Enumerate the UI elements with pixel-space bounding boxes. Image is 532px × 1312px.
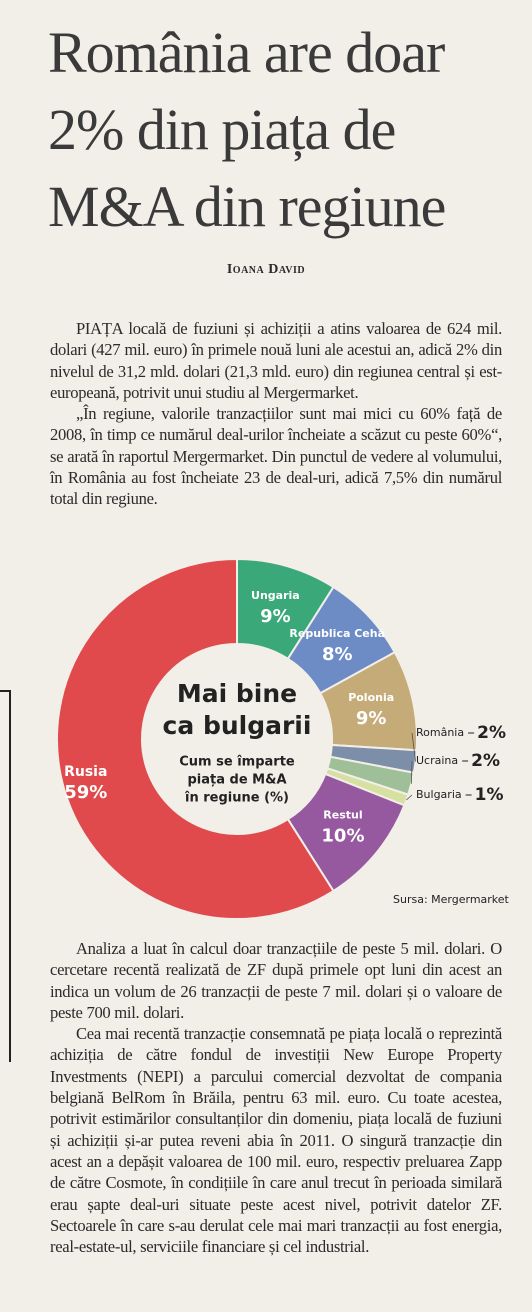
slice-label: Rusia xyxy=(64,764,107,780)
slice-value: 8% xyxy=(322,644,353,665)
chart-title: Mai bine xyxy=(177,679,297,708)
outside-label: Ucraina xyxy=(416,754,458,767)
outside-label: Bulgaria xyxy=(416,788,462,801)
donut-slice xyxy=(56,558,335,920)
chart-subtitle: piața de M&A xyxy=(187,773,286,788)
column-top: PIAȚA locală de fuziuni și achiziții a a… xyxy=(50,318,502,510)
slice-value: 59% xyxy=(64,782,107,803)
leader-line xyxy=(406,794,413,801)
slice-value: 9% xyxy=(260,606,291,627)
paragraph: Cea mai recentă tranzacție consemnată pe… xyxy=(50,1024,502,1257)
chart-subtitle: în regiune (%) xyxy=(184,791,289,806)
paragraph: Analiza a luat în calcul doar tranzacții… xyxy=(50,939,502,1022)
headline: România are doar 2% din piața de M&A din… xyxy=(48,14,446,245)
outside-value: 2% xyxy=(477,723,506,743)
outside-value: 2% xyxy=(471,751,500,771)
slice-label: Ungaria xyxy=(251,589,300,602)
slice-value: 10% xyxy=(321,826,364,847)
byline: Ioana David xyxy=(226,262,306,277)
outside-value: 1% xyxy=(475,785,504,805)
slice-label: Restul xyxy=(323,809,362,822)
chart-title: ca bulgarii xyxy=(163,711,312,740)
leader-line xyxy=(410,760,413,784)
leader-line xyxy=(411,732,416,762)
paragraph: „În regiune, valorile tranzacțiilor sunt… xyxy=(50,404,502,509)
chart-source: Sursa: Mergermarket xyxy=(393,893,510,906)
headline-line: M&A din regiune xyxy=(48,174,446,239)
paragraph: PIAȚA locală de fuziuni și achiziții a a… xyxy=(50,319,502,402)
outside-label: România xyxy=(416,726,464,739)
chart-subtitle: Cum se împarte xyxy=(179,755,295,770)
slice-label: Polonia xyxy=(348,691,394,704)
headline-line: România are doar xyxy=(48,20,445,85)
column-bottom: Analiza a luat în calcul doar tranzacții… xyxy=(50,938,502,1257)
slice-value: 9% xyxy=(356,708,387,729)
headline-line: 2% din piața de xyxy=(48,97,396,162)
column-rule xyxy=(0,690,11,1062)
slice-label: Republica Cehă xyxy=(289,627,385,640)
